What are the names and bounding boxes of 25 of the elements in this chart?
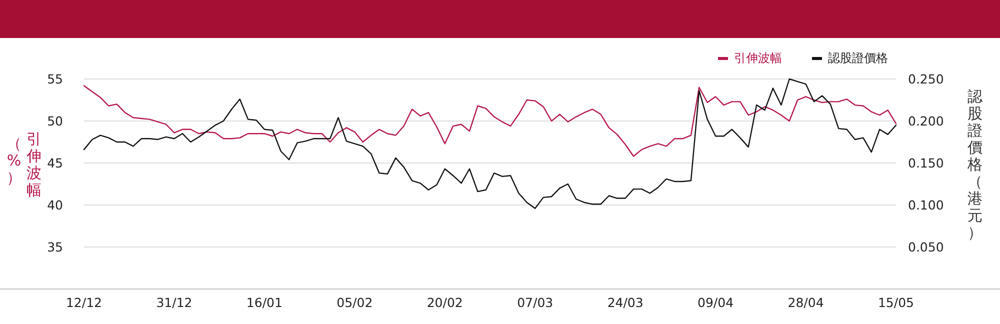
y2-tick-label: 0.150 — [908, 156, 944, 170]
x-tick-label: 28/04 — [788, 295, 824, 310]
x-tick-label: 16/01 — [246, 295, 282, 310]
y2-tick-label: 0.250 — [908, 72, 944, 86]
y2-tick-label: 0.050 — [908, 240, 944, 254]
line-series — [83, 78, 897, 209]
x-tick-label: 20/02 — [426, 295, 463, 310]
line-series — [83, 85, 897, 157]
x-tick-label: 24/03 — [607, 295, 644, 310]
y2-tick-label: 0.200 — [908, 114, 944, 128]
y-tick-label: 45 — [47, 156, 63, 170]
legend-label: 認股證價格 — [828, 51, 888, 65]
x-tick-label: 15/05 — [878, 295, 914, 310]
y-tick-label: 40 — [47, 198, 64, 212]
x-tick-label: 31/12 — [156, 295, 192, 310]
x-tick-label: 12/12 — [66, 295, 102, 310]
y2-tick-label: 0.100 — [908, 198, 944, 212]
x-tick-label: 09/04 — [698, 295, 734, 310]
y2-axis-title: 認股證價格（港元） — [968, 88, 982, 242]
y-tick-label: 35 — [47, 240, 63, 254]
legend-label: 引伸波幅 — [734, 51, 782, 65]
x-tick-label: 07/03 — [517, 295, 554, 310]
y-tick-label: 50 — [47, 114, 64, 128]
y-tick-label: 55 — [47, 72, 63, 86]
x-tick-label: 05/02 — [336, 295, 373, 310]
